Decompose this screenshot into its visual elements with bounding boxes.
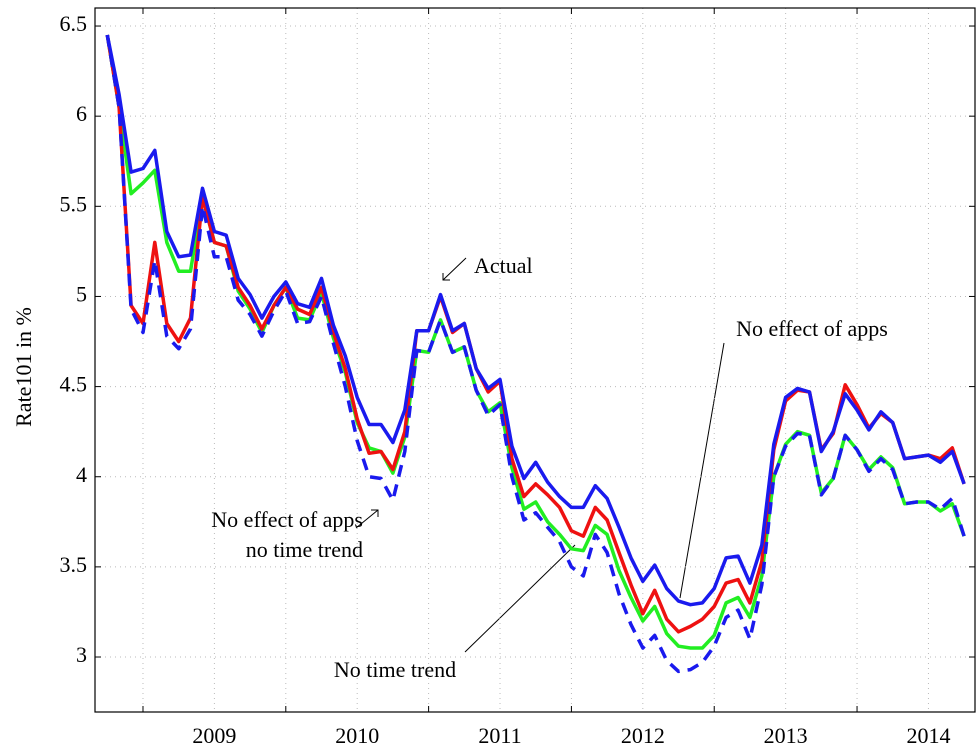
arrowhead — [371, 509, 379, 517]
series-line — [105, 34, 966, 607]
x-tick-label: 2013 — [764, 723, 808, 748]
annotation: no time trend — [246, 537, 363, 562]
pointer — [679, 342, 725, 599]
x-tick-label: 2014 — [906, 723, 950, 748]
x-tick-label: 2012 — [621, 723, 665, 748]
grid — [95, 8, 975, 712]
y-tick-label: 3 — [76, 642, 87, 667]
plot-frame — [94, 7, 976, 713]
arrowhead — [442, 273, 450, 281]
series-line — [105, 34, 966, 674]
y-tick-label: 4 — [76, 462, 87, 487]
y-tick-label: 5 — [76, 281, 87, 306]
y-tick-label: 3.5 — [60, 552, 88, 577]
annotation: No effect of apps — [211, 507, 363, 532]
y-tick-label: 6 — [76, 101, 87, 126]
pointer — [464, 544, 576, 653]
y-axis-label: Rate101 in % — [11, 307, 36, 427]
annotation: Actual — [474, 253, 533, 278]
series-line — [105, 34, 966, 650]
x-tick-label: 2011 — [478, 723, 521, 748]
annotation-pointers — [355, 257, 725, 653]
pointer — [355, 509, 379, 529]
annotation: No effect of apps — [736, 316, 888, 341]
y-tick-label: 5.5 — [60, 191, 88, 216]
y-tick-label: 6.5 — [60, 11, 88, 36]
x-tick-label: 2009 — [192, 723, 236, 748]
x-tick-label: 2010 — [335, 723, 379, 748]
pointer — [442, 257, 467, 281]
y-tick-label: 4.5 — [60, 372, 88, 397]
annotation: No time trend — [334, 657, 456, 682]
